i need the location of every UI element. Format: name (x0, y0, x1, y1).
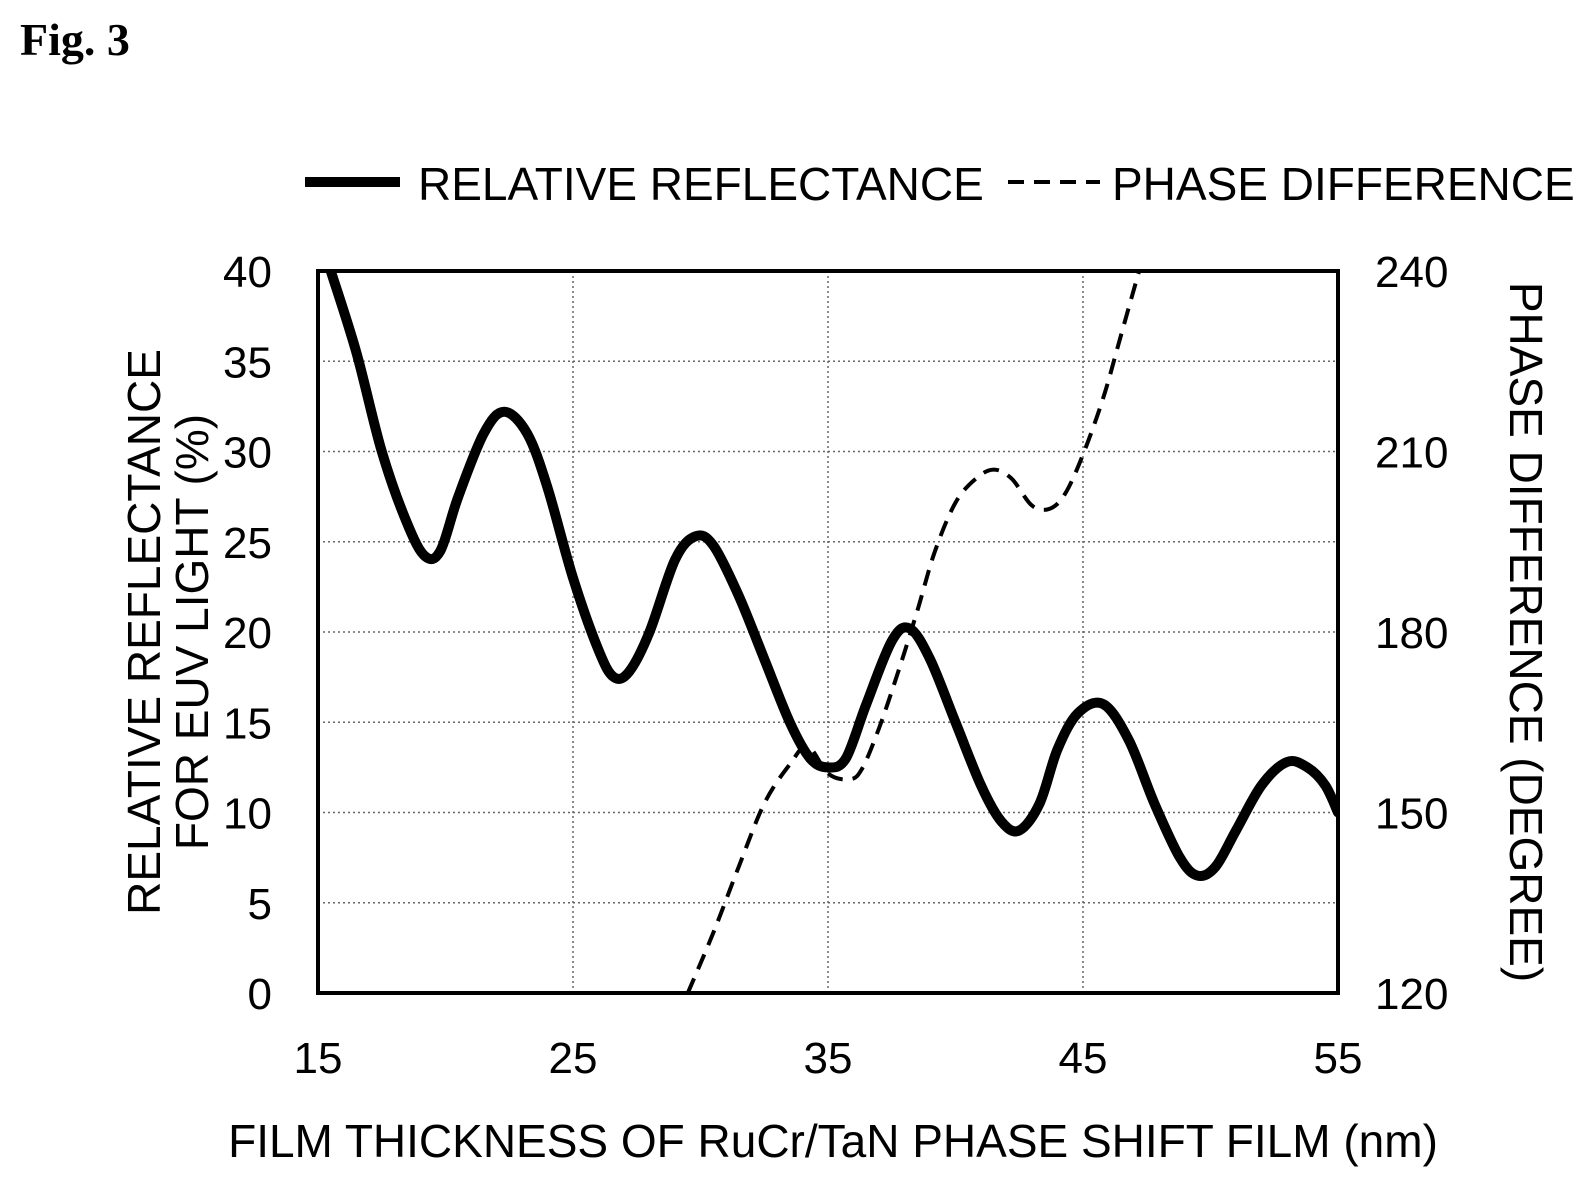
x-axis-title: FILM THICKNESS OF RuCr/TaN PHASE SHIFT F… (228, 1115, 1438, 1167)
x-tick-label: 55 (1314, 1034, 1363, 1083)
y-tick-label: 10 (223, 790, 272, 839)
y2-tick-label: 120 (1375, 970, 1448, 1019)
series-line-relative-reflectance (325, 271, 1338, 882)
legend-label-phase-difference: PHASE DIFFERENCE (1112, 158, 1573, 210)
x-tick-label: 25 (549, 1034, 598, 1083)
y2-tick-label: 210 (1375, 429, 1448, 478)
tick-labels: 0 5 10 15 20 25 30 35 40 120 150 180 210 240 15 25 35 45 5… (223, 248, 1448, 1083)
y-tick-label: 25 (223, 519, 272, 568)
y-tick-label: 5 (248, 880, 272, 929)
y2-axis-title-text: PHASE DIFFERENCE (DEGREE) (1500, 282, 1552, 982)
figure-label: Fig. 3 (20, 14, 130, 65)
series-line-phase-difference (685, 271, 1142, 993)
y-tick-label: 30 (223, 429, 272, 478)
x-tick-label: 45 (1059, 1034, 1108, 1083)
y2-tick-label: 180 (1375, 609, 1448, 658)
y-tick-label: 0 (248, 970, 272, 1019)
y2-tick-label: 150 (1375, 790, 1448, 839)
y2-tick-label: 240 (1375, 248, 1448, 297)
y-axis-title: RELATIVE REFLECTANCE FOR EUV LIGHT (%) (118, 349, 218, 915)
y-axis-title-line-2: FOR EUV LIGHT (%) (166, 414, 218, 850)
plot-frame (316, 269, 1340, 995)
x-tick-label: 35 (804, 1034, 853, 1083)
gridlines (318, 271, 1338, 993)
x-tick-label: 15 (294, 1034, 343, 1083)
legend: RELATIVE REFLECTANCE PHASE DIFFERENCE (305, 158, 1573, 210)
y-tick-label: 35 (223, 338, 272, 387)
y-axis-title-line-1: RELATIVE REFLECTANCE (118, 349, 170, 915)
y-tick-label: 15 (223, 699, 272, 748)
y-tick-label: 40 (223, 248, 272, 297)
y2-axis-title: PHASE DIFFERENCE (DEGREE) (1500, 282, 1552, 982)
series-layer (325, 271, 1338, 993)
legend-label-relative-reflectance: RELATIVE REFLECTANCE (418, 158, 984, 210)
y-tick-label: 20 (223, 609, 272, 658)
